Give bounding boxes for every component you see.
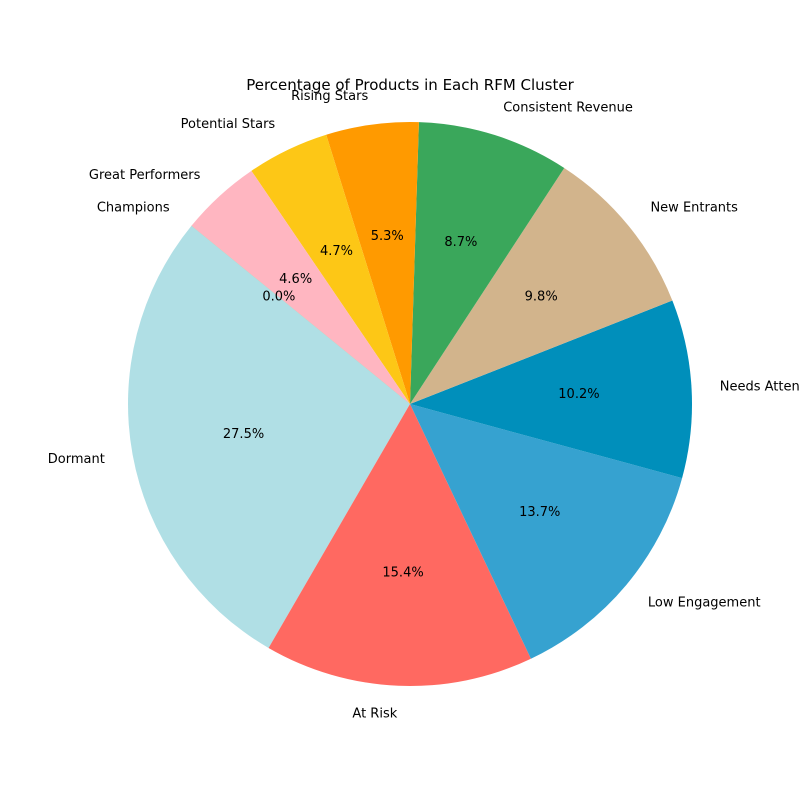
slice-label-consistent-revenue: Consistent Revenue xyxy=(503,101,633,116)
slice-pct-needs-attention: 10.2% xyxy=(558,387,599,402)
slice-pct-great-performers: 4.6% xyxy=(279,272,312,287)
slice-pct-at-risk: 15.4% xyxy=(382,566,423,581)
slice-pct-champions: 0.0% xyxy=(262,290,295,305)
slice-pct-consistent-revenue: 8.7% xyxy=(444,235,477,250)
slice-pct-new-entrants: 9.8% xyxy=(525,290,558,305)
slice-label-new-entrants: New Entrants xyxy=(650,201,738,216)
slice-pct-potential-stars: 4.7% xyxy=(320,244,353,259)
slice-label-low-engagement: Low Engagement xyxy=(648,596,761,611)
slice-label-champions: Champions xyxy=(97,200,170,215)
pie-labels: Champions 0.0% Dormant 27.5% At Risk 15.4% Low… xyxy=(48,89,800,721)
slice-pct-rising-stars: 5.3% xyxy=(371,229,404,244)
pie-slice-consistent-revenue xyxy=(410,122,565,404)
slice-label-great-performers: Great Performers xyxy=(89,168,201,183)
slice-pct-dormant: 27.5% xyxy=(223,427,264,442)
slice-pct-low-engagement: 13.7% xyxy=(519,505,560,520)
pie-slice-great-performers xyxy=(191,170,410,404)
pie-slice-dormant xyxy=(128,225,410,648)
slice-label-rising-stars: Rising Stars xyxy=(291,89,368,104)
pie-slice-at-risk xyxy=(268,404,531,686)
pie-slice-rising-stars xyxy=(326,121,419,405)
chart-title: Percentage of Products in Each RFM Clust… xyxy=(246,76,574,94)
slice-label-needs-attention: Needs Attention xyxy=(720,380,800,395)
slice-label-potential-stars: Potential Stars xyxy=(181,117,276,132)
slice-label-dormant: Dormant xyxy=(48,452,105,467)
slice-label-at-risk: At Risk xyxy=(352,706,397,721)
pie-slices xyxy=(128,121,693,686)
pie-slice-new-entrants xyxy=(410,167,673,404)
pie-slice-needs-attention xyxy=(410,300,693,479)
pie-slice-low-engagement xyxy=(410,404,683,659)
pie-slice-potential-stars xyxy=(251,134,410,405)
